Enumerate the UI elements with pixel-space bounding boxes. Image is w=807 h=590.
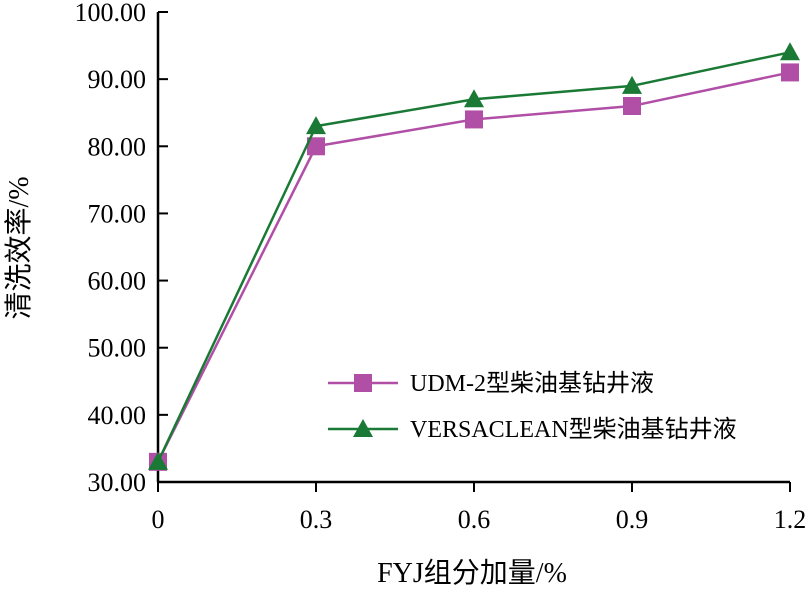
data-point bbox=[780, 42, 800, 61]
series-2 bbox=[148, 42, 800, 470]
data-point bbox=[464, 89, 484, 108]
series-layer bbox=[148, 42, 800, 471]
data-point bbox=[307, 137, 325, 156]
y-tick-label: 90.00 bbox=[88, 65, 147, 94]
y-tick-label: 60.00 bbox=[88, 267, 147, 296]
axes bbox=[156, 12, 790, 484]
data-point bbox=[148, 451, 168, 470]
y-tick-label: 50.00 bbox=[88, 334, 147, 363]
data-point bbox=[781, 63, 799, 82]
series-1 bbox=[149, 63, 799, 471]
data-point bbox=[306, 116, 326, 135]
legend-label: VERSACLEAN型柴油基钻井液 bbox=[410, 416, 737, 443]
data-point bbox=[623, 97, 641, 115]
y-axis-title: 清洗效率/% bbox=[3, 176, 35, 319]
y-tick-label: 30.00 bbox=[88, 468, 147, 497]
legend-marker bbox=[353, 419, 373, 437]
x-tick-label: 1.2 bbox=[774, 505, 807, 534]
y-axis-ticks: 30.00 40.00 50.00 60.00 70.00 80.00 90.00 100.0… bbox=[75, 0, 168, 497]
x-tick-label: 0.3 bbox=[300, 505, 333, 534]
x-axis-ticks: 0 0.3 0.6 0.9 1.2 bbox=[152, 482, 807, 534]
legend-label: UDM-2型柴油基钻井液 bbox=[410, 370, 654, 397]
series-line bbox=[156, 71, 791, 463]
y-tick-label: 40.00 bbox=[88, 401, 147, 430]
y-tick-label: 100.00 bbox=[75, 0, 147, 27]
y-tick-label: 70.00 bbox=[88, 199, 147, 228]
data-point bbox=[622, 75, 642, 94]
x-axis-title: FYJ组分加量/% bbox=[377, 557, 567, 589]
legend: UDM-2型柴油基钻井液 VERSACLEAN型柴油基钻井液 bbox=[328, 370, 737, 443]
x-tick-label: 0 bbox=[152, 505, 165, 534]
legend-marker bbox=[354, 374, 372, 392]
data-point bbox=[465, 110, 483, 129]
x-tick-label: 0.9 bbox=[616, 505, 649, 534]
x-tick-label: 0.6 bbox=[458, 505, 491, 534]
y-tick-label: 80.00 bbox=[88, 132, 147, 161]
